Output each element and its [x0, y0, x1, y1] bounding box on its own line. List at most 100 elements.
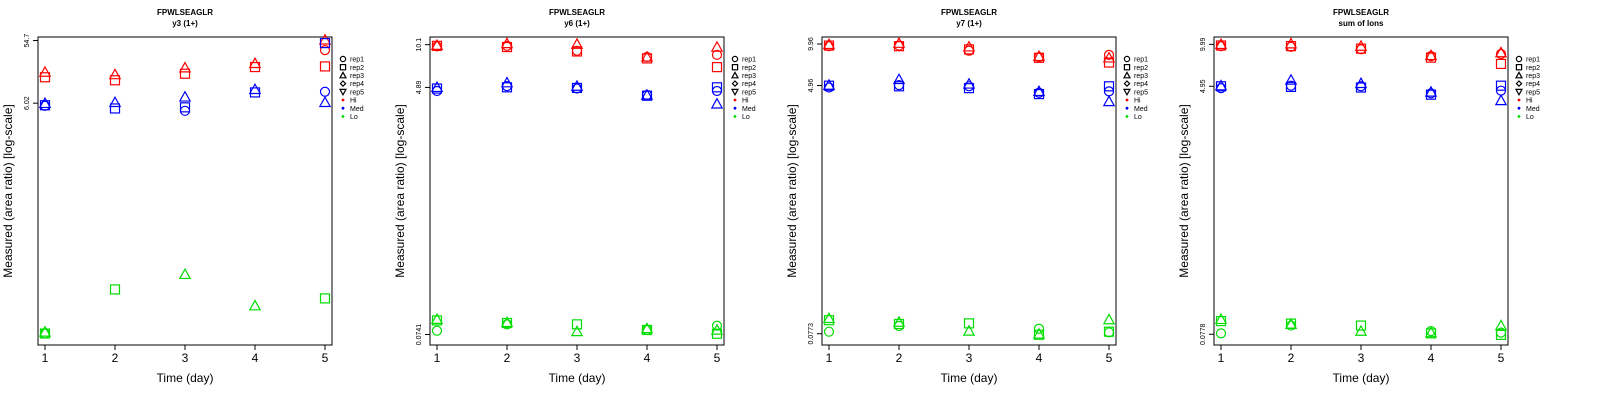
data-point-med-rep3: [500, 76, 514, 88]
data-point-lo-rep3: [430, 312, 444, 324]
data-point-hi-rep3: [1424, 49, 1438, 61]
y-tick-label: 9.96: [808, 37, 815, 51]
data-point-med-rep3: [318, 95, 332, 108]
y-axis-label: Measured (area ratio) [log-scale]: [1177, 104, 1191, 277]
data-point-hi-rep3: [38, 65, 52, 77]
data-point-lo-rep2: [39, 328, 51, 339]
legend-label-rep1: rep1: [350, 57, 364, 64]
data-point-lo-rep2: [1033, 329, 1045, 340]
data-point-hi-rep3: [178, 61, 192, 73]
data-point-med-rep1: [571, 83, 583, 94]
x-tick-label: 2: [896, 351, 903, 365]
chart-panel-2: FPWLSEAGLR y6 (1+) 1 2 3 4 5 Time (day) 10.1 4.89…: [393, 8, 756, 385]
data-point-med-rep3: [710, 97, 724, 109]
data-point-med-rep3: [1424, 85, 1438, 97]
data-point-hi-rep2: [1495, 58, 1507, 70]
data-point-med-rep3: [640, 88, 654, 100]
data-point-med-rep3: [1214, 79, 1228, 91]
data-point-med-rep3: [1494, 94, 1508, 106]
x-tick-label: 3: [966, 351, 973, 365]
legend-marker-hi: [733, 98, 737, 102]
legend-marker-rep5: [1514, 88, 1524, 97]
legend-marker-lo: [1517, 115, 1521, 118]
data-point-lo-rep2: [109, 284, 121, 295]
data-point-lo-rep2: [319, 293, 331, 304]
x-tick-label: 3: [574, 351, 581, 365]
x-tick-label: 5: [1106, 351, 1113, 365]
legend-label-rep2: rep2: [742, 65, 756, 72]
data-point-lo-rep3: [38, 325, 52, 337]
legend-marker-rep3: [338, 71, 348, 79]
data-point-lo-rep2: [1425, 328, 1437, 339]
x-tick-label: 5: [322, 351, 329, 365]
data-point-hi-rep3: [1214, 37, 1228, 50]
legend-label-hi: Hi: [1526, 98, 1533, 105]
data-point-lo-rep3: [1284, 317, 1298, 329]
x-tick-label: 4: [252, 351, 259, 365]
legend-label-rep5: rep5: [1526, 89, 1540, 96]
data-point-hi-rep1: [1495, 48, 1507, 60]
data-point-med-rep2: [431, 83, 443, 94]
x-tick-label: 1: [434, 351, 441, 365]
legend-label-rep1: rep1: [1526, 57, 1540, 64]
legend-label-rep3: rep3: [1134, 73, 1148, 80]
legend-marker-rep1: [731, 55, 739, 63]
data-point-med-rep2: [641, 90, 653, 101]
data-point-lo-rep3: [710, 323, 724, 335]
data-point-hi-rep2: [823, 40, 835, 51]
data-point-lo-rep2: [963, 318, 975, 329]
data-point-lo-rep1: [1033, 323, 1045, 334]
data-point-hi-rep2: [431, 40, 443, 51]
legend-label-rep3: rep3: [350, 73, 364, 80]
data-point-hi-rep1: [319, 45, 331, 56]
x-tick-label: 3: [1358, 351, 1365, 365]
chart-title: FPWLSEAGLR: [1333, 8, 1389, 17]
data-point-hi-rep3: [962, 40, 976, 52]
x-tick-label: 5: [1498, 351, 1505, 365]
x-tick-label: 1: [1218, 351, 1225, 365]
data-point-med-rep3: [822, 78, 836, 90]
y-axis-label: Measured (area ratio) [log-scale]: [1, 104, 15, 277]
data-point-lo-rep1: [711, 320, 723, 331]
data-point-med-rep3: [1032, 84, 1046, 97]
y-tick-label: 0.0741: [416, 324, 423, 346]
legend-marker-rep4: [1123, 80, 1131, 88]
x-tick-label: 4: [1036, 351, 1043, 365]
legend-marker-med: [1125, 106, 1129, 110]
legend-label-rep2: rep2: [1134, 65, 1148, 72]
legend-label-hi: Hi: [350, 98, 357, 105]
data-point-lo-rep2: [1355, 320, 1367, 331]
data-point-lo-rep3: [1214, 312, 1228, 325]
x-axis-label: Time (day): [157, 371, 214, 385]
legend-label-med: Med: [742, 106, 756, 113]
legend-label-rep5: rep5: [350, 89, 364, 96]
data-point-lo-rep3: [178, 267, 192, 280]
chart-panel-1: FPWLSEAGLR y3 (1+) 1 2 3 4 5 Time (day) 54.7 6.02…: [1, 8, 364, 385]
chart-subtitle: y3 (1+): [172, 19, 198, 28]
data-point-lo-rep1: [823, 326, 835, 337]
legend-marker-med: [733, 106, 737, 110]
data-point-hi-rep3: [1102, 51, 1116, 63]
data-point-hi-rep3: [248, 56, 262, 69]
data-point-hi-rep1: [711, 49, 723, 60]
legend-label-rep3: rep3: [1526, 73, 1540, 80]
legend-label-hi: Hi: [742, 98, 749, 105]
legend-label-rep2: rep2: [350, 65, 364, 72]
data-point-lo-rep2: [823, 315, 835, 326]
legend-marker-rep5: [1122, 88, 1132, 97]
data-point-med-rep3: [892, 72, 906, 85]
legend-marker-rep4: [731, 80, 739, 88]
legend-marker-rep3: [1514, 71, 1524, 79]
legend-marker-rep4: [1515, 80, 1523, 88]
data-point-hi-rep3: [822, 37, 836, 50]
y-tick-label: 4.89: [416, 81, 423, 95]
legend-marker-med: [341, 106, 345, 110]
data-point-hi-rep2: [39, 72, 51, 83]
data-point-hi-rep3: [108, 68, 122, 80]
data-point-hi-rep1: [1215, 41, 1227, 52]
legend-label-med: Med: [350, 106, 364, 113]
data-point-hi-rep3: [892, 36, 906, 48]
chart-panel-4: FPWLSEAGLR sum of Ions 1 2 3 4 5 Time (day) 9.99…: [1177, 8, 1540, 385]
data-point-lo-rep3: [1424, 326, 1438, 338]
